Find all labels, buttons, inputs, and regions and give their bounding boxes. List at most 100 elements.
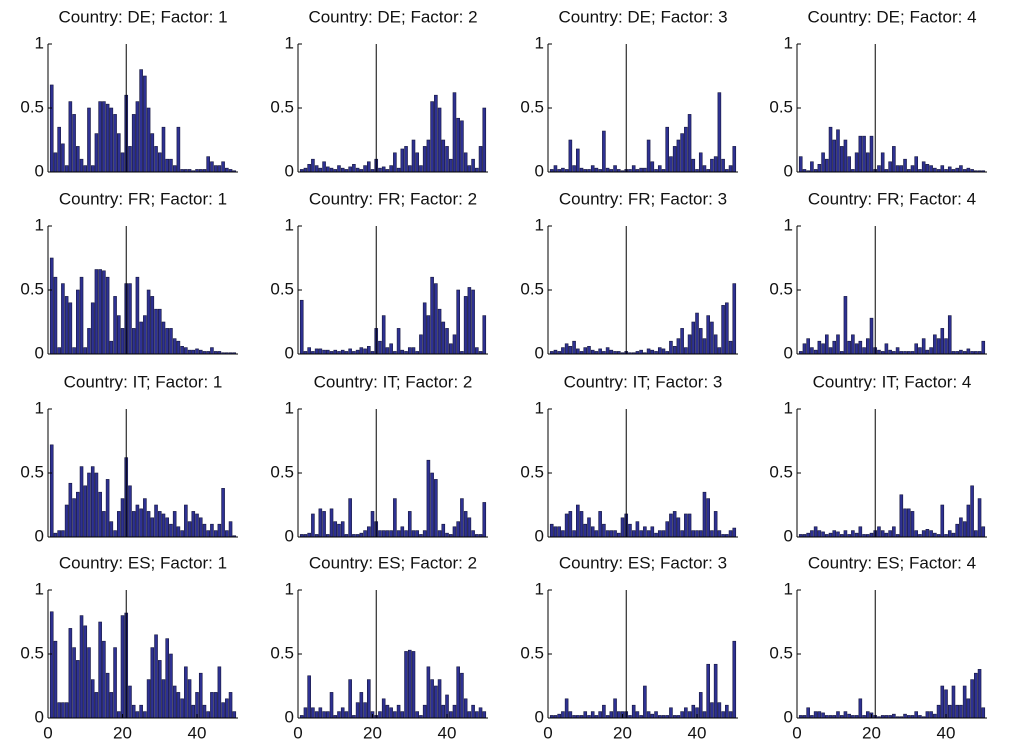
bar: [851, 530, 855, 538]
bar: [161, 321, 166, 355]
y-tick-label: 0.5: [769, 643, 793, 662]
bar: [109, 692, 114, 719]
bar: [90, 466, 95, 538]
bar: [910, 511, 915, 538]
bar: [862, 135, 866, 173]
bar: [146, 679, 151, 719]
bar: [557, 713, 561, 719]
bar: [974, 672, 978, 719]
bar: [94, 133, 99, 173]
bar: [172, 511, 177, 538]
bar: [165, 158, 170, 173]
bar: [732, 527, 737, 538]
bar: [903, 158, 907, 173]
bar: [407, 511, 412, 538]
y-tick-label: 0.5: [769, 97, 793, 116]
bar: [880, 152, 885, 173]
y-tick-label: 1: [784, 579, 793, 598]
bar: [441, 704, 446, 719]
bar: [83, 485, 88, 538]
bar: [396, 167, 401, 173]
bar: [940, 165, 945, 173]
bar: [702, 338, 707, 355]
bar: [105, 103, 110, 173]
bar: [635, 521, 640, 538]
bar: [131, 328, 136, 355]
y-tick-label: 0: [535, 526, 544, 545]
bar: [452, 92, 457, 173]
bar: [322, 711, 326, 719]
bar: [213, 530, 218, 538]
bar: [378, 340, 382, 355]
bar: [150, 647, 155, 719]
bar: [680, 530, 684, 538]
bar: [105, 479, 110, 538]
bar: [407, 649, 412, 719]
bar: [191, 704, 196, 719]
bar: [456, 289, 460, 355]
bar: [684, 347, 688, 355]
bar: [411, 651, 416, 719]
bar: [210, 692, 214, 719]
bar: [437, 530, 442, 538]
bar: [843, 296, 848, 355]
bar: [128, 283, 132, 355]
bar: [471, 530, 475, 538]
y-tick-label: 0: [784, 526, 793, 545]
bar: [370, 511, 375, 538]
y-tick-label: 1: [285, 579, 294, 598]
bar: [184, 504, 188, 538]
bar: [94, 269, 99, 355]
bar: [355, 167, 360, 173]
bar: [687, 711, 692, 719]
bar: [381, 315, 386, 355]
bar: [650, 349, 655, 355]
bar: [825, 334, 829, 355]
bar: [64, 165, 69, 173]
y-tick-label: 1: [35, 579, 44, 598]
bar: [482, 502, 487, 538]
bar: [225, 167, 229, 173]
bar: [105, 276, 110, 355]
bar: [657, 347, 662, 355]
bar: [713, 511, 718, 538]
bar: [955, 523, 959, 538]
bar: [385, 530, 390, 538]
bar: [143, 711, 147, 719]
bar: [657, 530, 662, 538]
bar: [590, 349, 595, 355]
bar: [691, 530, 696, 538]
bar: [951, 532, 956, 538]
bar: [366, 526, 371, 538]
bar: [143, 315, 147, 355]
bar: [389, 707, 393, 719]
bar: [355, 349, 360, 355]
bar: [385, 704, 390, 719]
bar: [419, 165, 423, 173]
bar: [847, 340, 851, 355]
bar: [721, 158, 725, 173]
bar: [381, 166, 386, 173]
bar: [116, 711, 121, 719]
bar: [176, 340, 181, 355]
bar: [482, 107, 487, 173]
bar: [225, 530, 229, 538]
bar: [355, 702, 360, 719]
bar: [821, 531, 825, 538]
bar: [314, 165, 319, 173]
bar: [456, 666, 460, 719]
bar: [131, 511, 136, 538]
bar: [590, 165, 595, 173]
bar: [828, 347, 833, 355]
chart-title: Country: DE; Factor: 4: [807, 7, 976, 26]
bar: [590, 711, 595, 719]
bar: [981, 707, 986, 719]
bar: [61, 283, 65, 355]
bar: [83, 625, 88, 719]
bar: [187, 521, 192, 538]
bar: [333, 521, 338, 538]
bar: [669, 513, 673, 538]
bar: [832, 530, 837, 538]
bar: [422, 530, 427, 538]
